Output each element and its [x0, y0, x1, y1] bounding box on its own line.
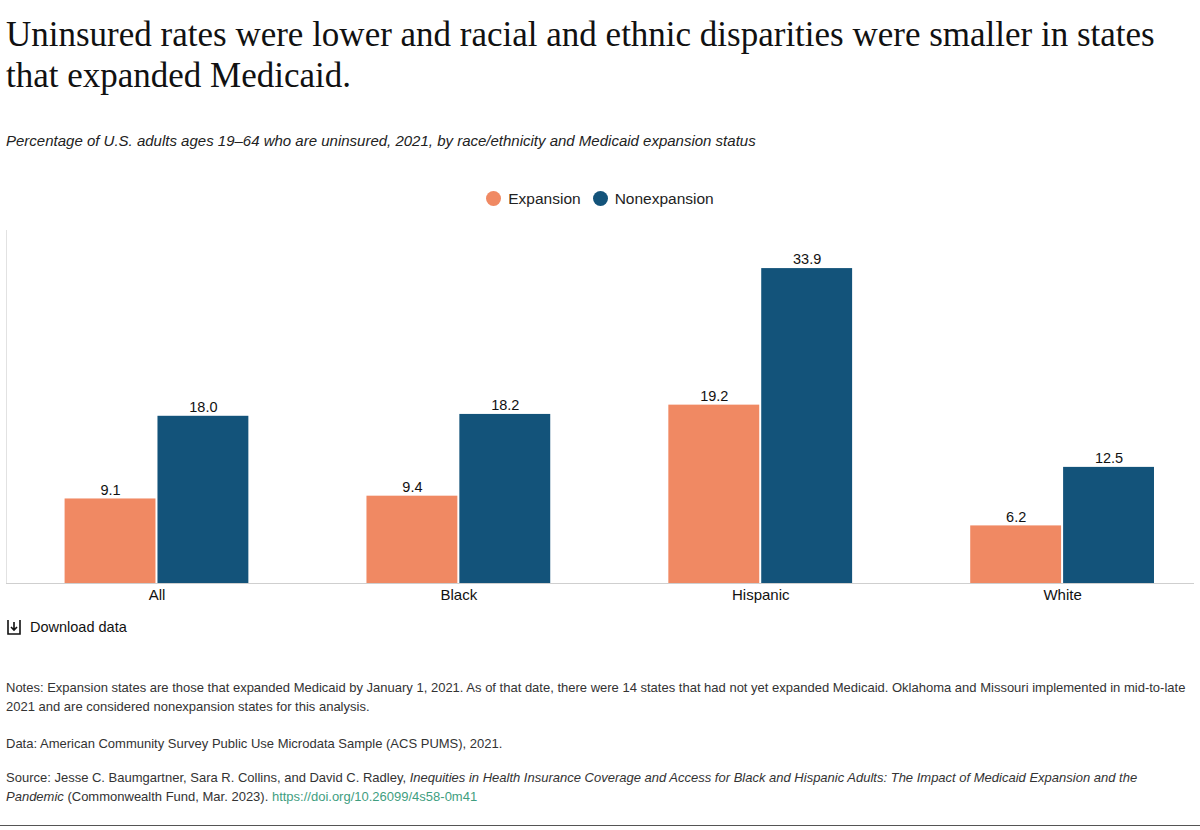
html-text:Notes: Expansion states are th: Notes: Expansion states are those that e… — [6, 680, 1186, 714]
svg-text:All: All — [149, 586, 166, 603]
html-text:Source: Jesse C. Baumgartner,: Source: Jesse C. Baumgartner, Sara R. Co… — [6, 770, 1138, 804]
html-text:Percentage of U.S. adults ages: Percentage of U.S. adults ages 19–64 who… — [6, 132, 756, 149]
svg-text:19.2: 19.2 — [700, 388, 728, 404]
svg-text:Black: Black — [441, 586, 478, 603]
svg-text:18.2: 18.2 — [491, 397, 519, 413]
html-text:Nonexpansion: Nonexpansion — [614, 190, 714, 207]
svg-text:6.2: 6.2 — [1006, 509, 1026, 525]
svg-text:Hispanic: Hispanic — [732, 586, 790, 603]
html-text:Download data: Download data — [30, 619, 127, 635]
html-text:Uninsured rates were lower and: Uninsured rates were lower and racial an… — [6, 15, 1155, 95]
svg-text:White: White — [1043, 586, 1081, 603]
html-text:Expansion: Expansion — [508, 190, 581, 207]
svg-text:9.1: 9.1 — [100, 482, 120, 498]
svg-text:12.5: 12.5 — [1095, 450, 1123, 466]
svg-text:33.9: 33.9 — [793, 251, 821, 267]
svg-text:18.0: 18.0 — [189, 399, 217, 415]
html-text:Data: American Community Surve: Data: American Community Survey Public U… — [6, 736, 503, 751]
svg-text:9.4: 9.4 — [402, 479, 422, 495]
